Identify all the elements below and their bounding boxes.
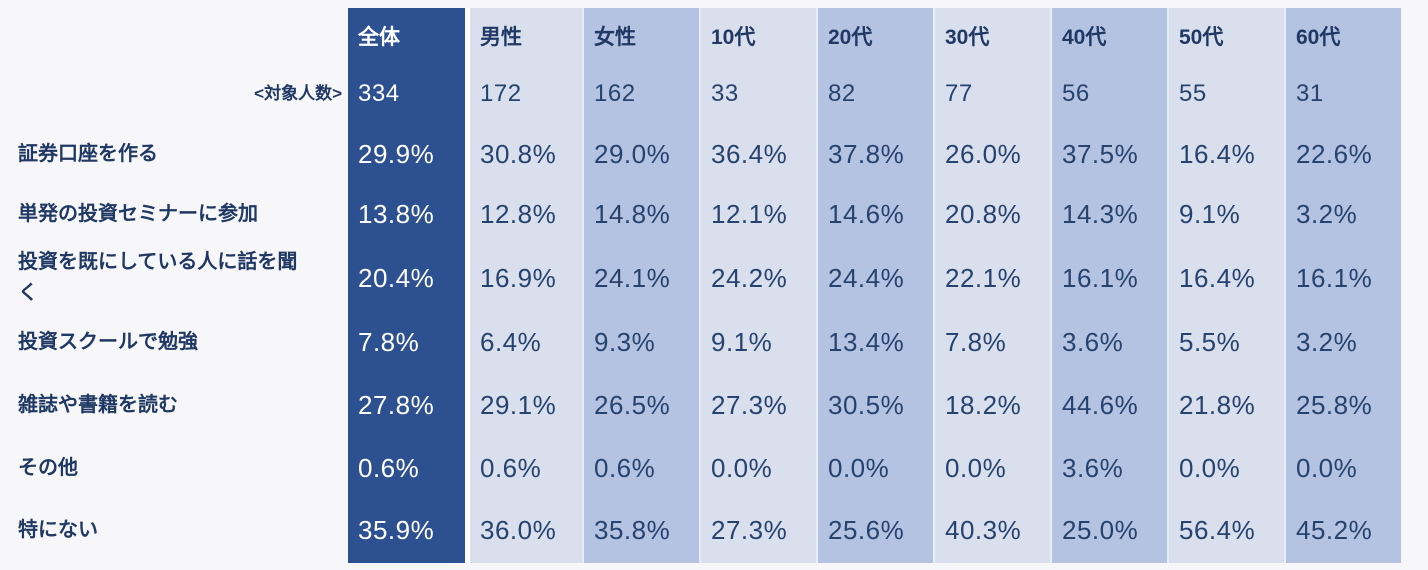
value-cell-r0-60s: 22.6%	[1284, 124, 1401, 184]
value-cell-r5-total: 0.6%	[348, 438, 465, 498]
value-cell-r0-50s: 16.4%	[1167, 124, 1284, 184]
row-label-0: 証券口座を作る	[18, 142, 158, 165]
column-header-20s: 20代	[816, 8, 933, 64]
value-cell-r0-10s: 36.4%	[699, 124, 816, 184]
value-cell-r6-50s: 56.4%	[1167, 498, 1284, 563]
column-header-30s: 30代	[933, 8, 1050, 64]
value-cell-r5-female: 0.6%	[582, 438, 699, 498]
value-cell-r4-60s: 25.8%	[1284, 372, 1401, 438]
value-cell-r0-40s: 37.5%	[1050, 124, 1167, 184]
value-cell-r3-10s: 9.1%	[699, 312, 816, 372]
sample-size-value-female: 162	[582, 64, 699, 124]
value-cell-r5-50s: 0.0%	[1167, 438, 1284, 498]
value-cell-r1-male: 12.8%	[465, 184, 582, 244]
value-cell-r3-30s: 7.8%	[933, 312, 1050, 372]
column-header-male: 男性	[465, 8, 582, 64]
value-cell-r0-male: 30.8%	[465, 124, 582, 184]
value-cell-r6-10s: 27.3%	[699, 498, 816, 563]
column-header-10s: 10代	[699, 8, 816, 64]
sample-size-value-30s: 77	[933, 64, 1050, 124]
sample-size-value-total: 334	[348, 64, 465, 124]
row-label-2: 投資を既にしている人に話を聞く	[18, 251, 298, 304]
table-corner-spacer	[0, 8, 348, 64]
value-cell-r4-40s: 44.6%	[1050, 372, 1167, 438]
value-cell-r2-60s: 16.1%	[1284, 244, 1401, 312]
value-cell-r1-40s: 14.3%	[1050, 184, 1167, 244]
row-label-3: 投資スクールで勉強	[18, 330, 198, 353]
row-label-6: 特にない	[18, 519, 98, 541]
value-cell-r0-20s: 37.8%	[816, 124, 933, 184]
value-cell-r1-30s: 20.8%	[933, 184, 1050, 244]
value-cell-r4-30s: 18.2%	[933, 372, 1050, 438]
column-header-female: 女性	[582, 8, 699, 64]
value-cell-r4-20s: 30.5%	[816, 372, 933, 438]
column-header-40s: 40代	[1050, 8, 1167, 64]
survey-results-table: 全体 男性 女性 10代 20代 30代 40代 50代 60代 <対象人数> 334 172 162 3…	[0, 8, 1401, 563]
value-cell-r2-male: 16.9%	[465, 244, 582, 312]
value-cell-r2-10s: 24.2%	[699, 244, 816, 312]
value-cell-r6-total: 35.9%	[348, 498, 465, 563]
value-cell-r1-10s: 12.1%	[699, 184, 816, 244]
value-cell-r0-female: 29.0%	[582, 124, 699, 184]
value-cell-r6-30s: 40.3%	[933, 498, 1050, 563]
sample-size-label: <対象人数>	[254, 83, 342, 103]
value-cell-r1-female: 14.8%	[582, 184, 699, 244]
value-cell-r6-20s: 25.6%	[816, 498, 933, 563]
sample-size-value-10s: 33	[699, 64, 816, 124]
value-cell-r3-60s: 3.2%	[1284, 312, 1401, 372]
value-cell-r2-20s: 24.4%	[816, 244, 933, 312]
value-cell-r3-50s: 5.5%	[1167, 312, 1284, 372]
value-cell-r6-40s: 25.0%	[1050, 498, 1167, 563]
value-cell-r5-60s: 0.0%	[1284, 438, 1401, 498]
value-cell-r5-male: 0.6%	[465, 438, 582, 498]
value-cell-r4-female: 26.5%	[582, 372, 699, 438]
sample-size-value-40s: 56	[1050, 64, 1167, 124]
value-cell-r2-total: 20.4%	[348, 244, 465, 312]
value-cell-r6-60s: 45.2%	[1284, 498, 1401, 563]
value-cell-r5-10s: 0.0%	[699, 438, 816, 498]
row-label-1: 単発の投資セミナーに参加	[18, 202, 258, 225]
sample-size-value-male: 172	[465, 64, 582, 124]
value-cell-r2-50s: 16.4%	[1167, 244, 1284, 312]
row-label-5: その他	[18, 456, 78, 479]
value-cell-r1-total: 13.8%	[348, 184, 465, 244]
value-cell-r0-30s: 26.0%	[933, 124, 1050, 184]
value-cell-r1-60s: 3.2%	[1284, 184, 1401, 244]
value-cell-r3-total: 7.8%	[348, 312, 465, 372]
value-cell-r4-total: 27.8%	[348, 372, 465, 438]
value-cell-r5-20s: 0.0%	[816, 438, 933, 498]
value-cell-r3-female: 9.3%	[582, 312, 699, 372]
column-header-50s: 50代	[1167, 8, 1284, 64]
value-cell-r3-20s: 13.4%	[816, 312, 933, 372]
sample-size-value-50s: 55	[1167, 64, 1284, 124]
value-cell-r2-40s: 16.1%	[1050, 244, 1167, 312]
value-cell-r1-50s: 9.1%	[1167, 184, 1284, 244]
value-cell-r2-30s: 22.1%	[933, 244, 1050, 312]
column-header-total: 全体	[348, 8, 465, 64]
value-cell-r0-total: 29.9%	[348, 124, 465, 184]
sample-size-value-20s: 82	[816, 64, 933, 124]
value-cell-r3-40s: 3.6%	[1050, 312, 1167, 372]
value-cell-r4-50s: 21.8%	[1167, 372, 1284, 438]
row-label-4: 雑誌や書籍を読む	[18, 393, 178, 416]
value-cell-r6-male: 36.0%	[465, 498, 582, 563]
value-cell-r5-30s: 0.0%	[933, 438, 1050, 498]
value-cell-r3-male: 6.4%	[465, 312, 582, 372]
value-cell-r4-10s: 27.3%	[699, 372, 816, 438]
sample-size-value-60s: 31	[1284, 64, 1401, 124]
value-cell-r5-40s: 3.6%	[1050, 438, 1167, 498]
column-header-60s: 60代	[1284, 8, 1401, 64]
value-cell-r1-20s: 14.6%	[816, 184, 933, 244]
value-cell-r6-female: 35.8%	[582, 498, 699, 563]
value-cell-r2-female: 24.1%	[582, 244, 699, 312]
value-cell-r4-male: 29.1%	[465, 372, 582, 438]
